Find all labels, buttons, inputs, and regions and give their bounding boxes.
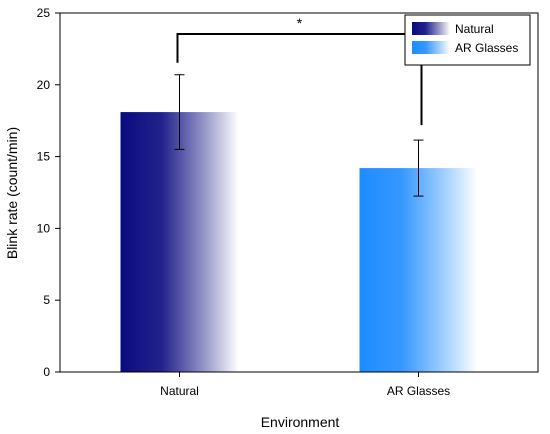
y-tick-label-25: 25 (37, 6, 51, 20)
y-tick-label-15: 15 (37, 150, 51, 164)
y-tick-label-0: 0 (43, 365, 50, 379)
error-bar-natural (174, 74, 185, 150)
error-bar-ar-glasses (413, 139, 424, 197)
y-tick-label-10: 10 (37, 221, 51, 235)
x-tick-label-ar-glasses: AR Glasses (387, 384, 450, 398)
significance-star: * (297, 15, 303, 31)
bars-layer (120, 112, 478, 373)
significance-bracket (176, 33, 423, 126)
legend-label-ar-glasses: AR Glasses (455, 41, 518, 55)
legend: Natural AR Glasses (404, 14, 531, 66)
plot-frame (59, 12, 539, 373)
bar-ar-glasses (359, 168, 478, 372)
y-tick-label-20: 20 (37, 78, 51, 92)
y-tick-label-5: 5 (43, 293, 50, 307)
y-axis-title: Blink rate (count/min) (4, 127, 20, 259)
bar-natural (120, 112, 239, 373)
legend-swatch-natural (412, 22, 450, 35)
significance-layer: * (176, 15, 423, 126)
x-axis-title: Environment (261, 414, 340, 430)
error-bars-layer (174, 74, 424, 197)
legend-label-natural: Natural (455, 22, 494, 36)
x-tick-label-natural: Natural (160, 384, 199, 398)
axes-layer: Natural AR Glasses 0 5 10 15 20 25 (37, 6, 539, 398)
legend-swatch-ar-glasses (412, 41, 450, 54)
